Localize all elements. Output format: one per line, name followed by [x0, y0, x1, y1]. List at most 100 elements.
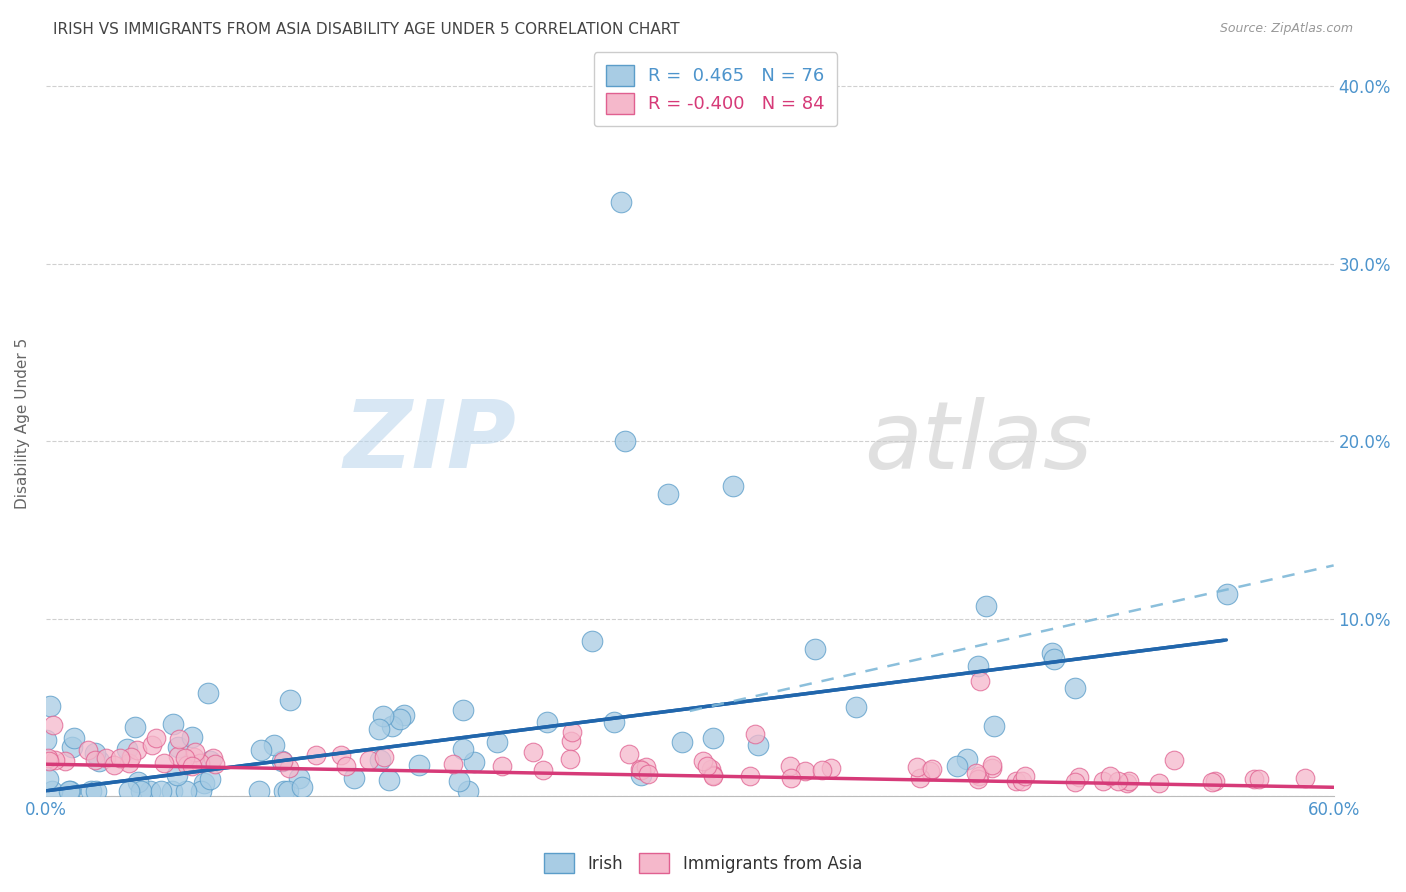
- Point: [150, 784, 173, 798]
- Point: [1149, 776, 1171, 790]
- Point: [124, 721, 146, 735]
- Point: [287, 772, 309, 786]
- Point: [278, 761, 301, 775]
- Point: [451, 703, 474, 717]
- Point: [1011, 773, 1033, 788]
- Point: [330, 747, 353, 762]
- Point: [981, 757, 1004, 772]
- Point: [173, 751, 195, 765]
- Point: [1043, 652, 1066, 666]
- Point: [204, 756, 226, 771]
- Point: [115, 742, 138, 756]
- Point: [368, 753, 391, 767]
- Point: [190, 784, 212, 798]
- Point: [451, 742, 474, 756]
- Point: [271, 754, 294, 768]
- Point: [127, 743, 149, 757]
- Point: [793, 764, 815, 778]
- Point: [62, 740, 84, 755]
- Text: ZIP: ZIP: [343, 396, 516, 488]
- Point: [89, 754, 111, 768]
- Point: [37, 750, 59, 764]
- Point: [201, 751, 224, 765]
- Point: [1091, 773, 1114, 788]
- Y-axis label: Disability Age Under 5: Disability Age Under 5: [15, 338, 30, 509]
- Point: [1243, 772, 1265, 787]
- Point: [965, 765, 987, 780]
- Point: [738, 769, 761, 783]
- Point: [1107, 773, 1129, 788]
- Point: [967, 769, 990, 783]
- Point: [180, 759, 202, 773]
- Point: [820, 761, 842, 775]
- Point: [35, 732, 58, 747]
- Point: [1201, 775, 1223, 789]
- Point: [44, 753, 66, 767]
- Point: [200, 755, 222, 769]
- Point: [38, 754, 60, 768]
- Point: [630, 762, 652, 776]
- Point: [184, 745, 207, 759]
- Point: [983, 719, 1005, 733]
- Point: [637, 767, 659, 781]
- Point: [1040, 647, 1063, 661]
- Point: [692, 755, 714, 769]
- Point: [441, 757, 464, 772]
- Point: [1098, 769, 1121, 783]
- Point: [84, 754, 107, 768]
- Point: [1067, 770, 1090, 784]
- Point: [96, 751, 118, 765]
- Point: [53, 754, 76, 768]
- Point: [449, 774, 471, 789]
- Point: [811, 763, 834, 777]
- Point: [700, 762, 723, 776]
- Point: [181, 731, 204, 745]
- Point: [84, 784, 107, 798]
- Point: [1118, 773, 1140, 788]
- Point: [696, 759, 718, 773]
- Point: [845, 699, 868, 714]
- Point: [560, 734, 582, 748]
- Point: [129, 784, 152, 798]
- Point: [1064, 775, 1087, 789]
- Point: [702, 731, 724, 746]
- Point: [359, 753, 381, 767]
- Point: [907, 760, 929, 774]
- Point: [392, 707, 415, 722]
- Point: [108, 750, 131, 764]
- Point: [744, 727, 766, 741]
- Point: [273, 784, 295, 798]
- Point: [966, 772, 988, 786]
- Point: [491, 759, 513, 773]
- Point: [536, 715, 558, 730]
- Point: [41, 784, 63, 798]
- Point: [162, 717, 184, 731]
- Point: [83, 747, 105, 761]
- Point: [910, 771, 932, 785]
- Point: [141, 738, 163, 752]
- Point: [200, 772, 222, 786]
- Point: [305, 748, 328, 763]
- Point: [118, 784, 141, 798]
- Point: [779, 759, 801, 773]
- Text: atlas: atlas: [863, 397, 1092, 488]
- Point: [804, 642, 827, 657]
- Point: [1204, 773, 1226, 788]
- Point: [368, 722, 391, 736]
- Point: [335, 759, 357, 773]
- Point: [377, 772, 399, 787]
- Point: [581, 634, 603, 648]
- Point: [408, 758, 430, 772]
- Point: [485, 735, 508, 749]
- Point: [671, 735, 693, 749]
- Point: [76, 743, 98, 757]
- Point: [263, 738, 285, 752]
- Point: [921, 762, 943, 776]
- Point: [614, 434, 637, 449]
- Point: [38, 699, 60, 714]
- Point: [160, 784, 183, 798]
- Point: [636, 760, 658, 774]
- Point: [522, 745, 544, 759]
- Point: [969, 673, 991, 688]
- Point: [197, 686, 219, 700]
